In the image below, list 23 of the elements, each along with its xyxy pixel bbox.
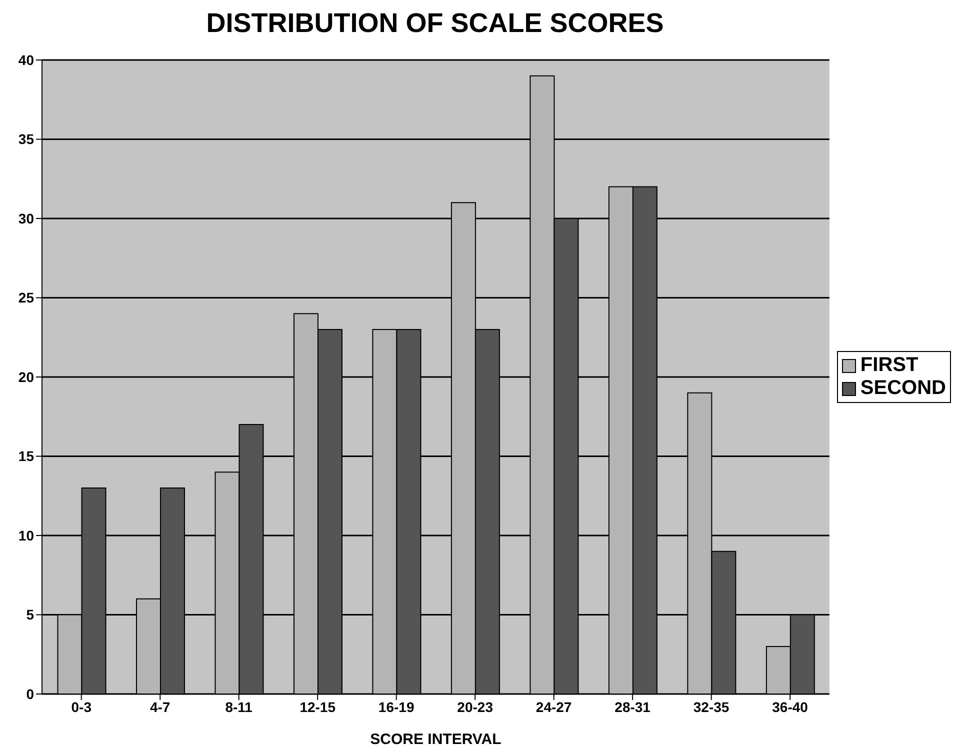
legend-label: SECOND xyxy=(860,377,946,400)
chart-title: DISTRIBUTION OF SCALE SCORES xyxy=(205,8,665,39)
x-tick-label: 0-3 xyxy=(71,698,92,715)
x-tick-label: 8-11 xyxy=(225,698,253,715)
x-tick-label: 12-15 xyxy=(300,698,336,715)
y-tick-label: 35 xyxy=(18,131,34,148)
legend-label: FIRST xyxy=(860,354,918,377)
x-tick-label: 24-27 xyxy=(536,698,572,715)
x-tick-label: 32-35 xyxy=(693,698,730,715)
y-tick-label: 40 xyxy=(18,52,34,68)
y-tick-label: 5 xyxy=(26,606,34,623)
y-tick-label: 20 xyxy=(18,368,34,385)
x-tick-label: 16-19 xyxy=(378,698,414,715)
x-tick-label: 20-23 xyxy=(457,698,494,715)
y-tick-label: 25 xyxy=(18,290,34,306)
x-tick-label: 36-40 xyxy=(772,698,808,715)
x-tick-label: 4-7 xyxy=(150,698,170,715)
y-tick-label: 15 xyxy=(18,448,34,464)
y-tick-label: 30 xyxy=(18,210,34,226)
y-tick-label: 0 xyxy=(26,686,34,702)
x-tick-label: 28-31 xyxy=(614,698,651,715)
y-tick-label: 10 xyxy=(18,527,34,544)
x-axis-title: SCORE INTERVAL xyxy=(370,731,502,748)
